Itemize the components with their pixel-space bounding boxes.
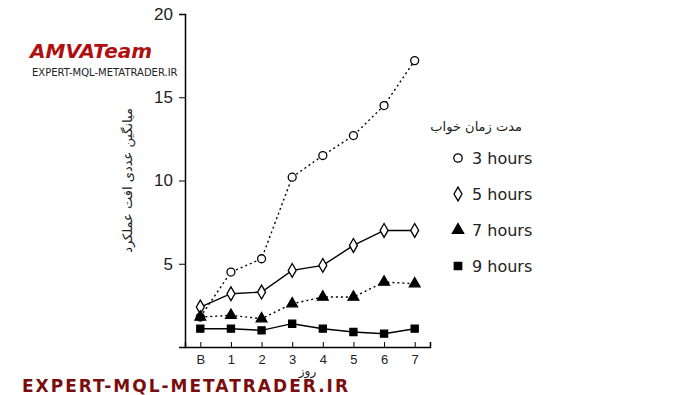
data-point — [288, 264, 296, 278]
data-point — [227, 287, 235, 301]
legend-title: مدت زمان خواب — [430, 119, 522, 135]
y-axis: 5 10 15 20 — [154, 5, 185, 348]
x-tick-label: 7 — [412, 352, 419, 367]
watermark: EXPERT-MQL-METATRADER.IR — [32, 67, 178, 78]
x-tick-mark — [323, 342, 324, 347]
y-tick-label: 20 — [154, 5, 173, 24]
data-point — [411, 57, 419, 65]
data-point — [258, 255, 266, 263]
data-point — [350, 328, 357, 335]
x-tick-mark — [415, 342, 416, 347]
series-line — [200, 282, 414, 319]
x-tick: 3 — [289, 342, 296, 367]
x-tick-label: 5 — [350, 352, 357, 367]
x-tick-mark — [353, 342, 354, 347]
x-tick: 2 — [258, 342, 265, 367]
legend-marker — [454, 262, 461, 269]
x-tick-label: 6 — [381, 352, 388, 367]
data-point — [380, 224, 388, 238]
watermark: AMVATeam — [28, 39, 152, 63]
plot-area — [195, 57, 420, 338]
data-point — [319, 152, 327, 160]
legend-marker — [454, 154, 462, 162]
y-tick-mark — [179, 264, 185, 265]
y-tick-label: 5 — [164, 255, 173, 274]
data-point — [227, 268, 235, 276]
legend: مدت زمان خواب 3 hours 5 hours 7 hours 9 hour… — [430, 119, 532, 276]
series-line — [200, 230, 414, 307]
data-point — [411, 224, 419, 238]
data-point — [289, 320, 296, 327]
data-point — [195, 311, 206, 320]
x-tick-label: 1 — [228, 352, 235, 367]
legend-marker — [452, 223, 463, 233]
y-tick-label: 10 — [154, 171, 173, 190]
y-axis-line — [179, 15, 186, 348]
x-tick-label: 2 — [258, 352, 265, 367]
x-tick: 6 — [381, 342, 388, 367]
data-point — [258, 327, 265, 334]
data-point — [287, 298, 298, 307]
legend-item: 7 hours — [452, 221, 532, 240]
data-point — [409, 278, 420, 287]
x-tick: 7 — [412, 342, 419, 367]
x-axis-line — [186, 342, 431, 348]
data-point — [256, 312, 267, 321]
data-point — [317, 291, 328, 300]
legend-item: 3 hours — [454, 149, 532, 168]
legend-marker — [454, 187, 462, 201]
x-tick-mark — [231, 342, 232, 347]
y-tick: 15 — [154, 88, 185, 107]
legend-item: 9 hours — [454, 257, 532, 276]
y-tick: 20 — [154, 5, 185, 24]
x-tick: 1 — [228, 342, 235, 367]
y-tick: 10 — [154, 171, 185, 190]
x-tick-mark — [384, 342, 385, 347]
data-point — [380, 102, 388, 110]
x-tick-mark — [292, 342, 293, 347]
data-point — [411, 325, 418, 332]
legend-label: 3 hours — [472, 149, 532, 168]
x-tick: B — [196, 342, 205, 367]
chart: B12345675101520میانگین عددی افت عملکردرو… — [0, 0, 700, 395]
y-tick-label: 15 — [154, 88, 173, 107]
y-tick-mark — [179, 181, 185, 182]
legend-label: 7 hours — [472, 221, 532, 240]
y-axis-title: میانگین عددی افت عملکرد — [120, 108, 136, 253]
x-tick: 5 — [350, 342, 357, 367]
data-point — [226, 309, 237, 318]
data-point — [197, 325, 204, 332]
x-tick-label: 3 — [289, 352, 296, 367]
series-line — [200, 61, 414, 317]
legend-label: 5 hours — [472, 185, 532, 204]
x-tick-label: 4 — [320, 352, 327, 367]
legend-label: 9 hours — [472, 257, 532, 276]
y-tick: 5 — [164, 255, 185, 274]
x-tick-mark — [262, 342, 263, 347]
x-tick: 4 — [320, 342, 327, 367]
data-point — [319, 325, 326, 332]
data-point — [319, 259, 327, 273]
data-point — [379, 276, 390, 285]
watermark: EXPERT-MQL-METATRADER.IR — [22, 376, 350, 395]
x-tick-label: B — [196, 352, 205, 367]
y-tick-mark — [179, 14, 185, 15]
data-point — [288, 173, 296, 181]
data-point — [258, 285, 266, 299]
y-tick-mark — [179, 97, 185, 98]
data-point — [349, 239, 357, 253]
data-point — [381, 330, 388, 337]
data-point — [348, 291, 359, 300]
x-tick-mark — [200, 342, 201, 347]
data-point — [227, 325, 234, 332]
legend-item: 5 hours — [454, 185, 532, 204]
data-point — [349, 132, 357, 140]
